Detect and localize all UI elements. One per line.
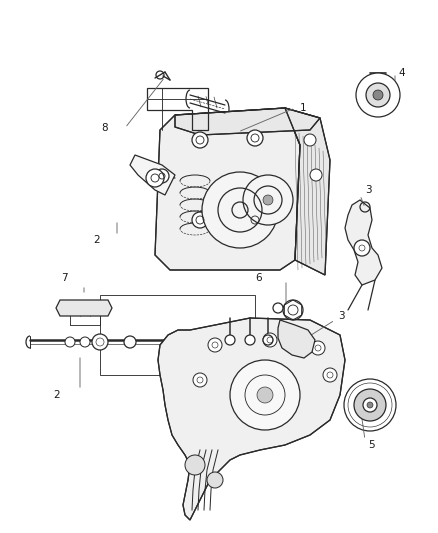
Circle shape	[323, 368, 337, 382]
Circle shape	[366, 83, 390, 107]
Circle shape	[257, 387, 273, 403]
Circle shape	[344, 379, 396, 431]
Polygon shape	[285, 108, 330, 275]
Text: 3: 3	[338, 311, 345, 321]
Circle shape	[193, 373, 207, 387]
Polygon shape	[155, 108, 300, 270]
Text: 2: 2	[53, 390, 60, 400]
Circle shape	[311, 341, 325, 355]
Circle shape	[363, 398, 377, 412]
Circle shape	[354, 389, 386, 421]
Polygon shape	[158, 318, 345, 520]
Text: 5: 5	[368, 440, 374, 450]
Circle shape	[65, 337, 75, 347]
Circle shape	[225, 335, 235, 345]
Text: 3: 3	[365, 185, 371, 195]
Text: 7: 7	[61, 273, 68, 283]
Circle shape	[263, 195, 273, 205]
Polygon shape	[130, 155, 175, 195]
Text: 8: 8	[101, 123, 108, 133]
Circle shape	[208, 338, 222, 352]
Circle shape	[146, 169, 164, 187]
Circle shape	[304, 134, 316, 146]
Circle shape	[202, 172, 278, 248]
Circle shape	[92, 334, 108, 350]
Circle shape	[230, 360, 300, 430]
Polygon shape	[345, 200, 382, 285]
Circle shape	[283, 300, 303, 320]
Text: 2: 2	[93, 235, 100, 245]
Bar	[100, 295, 255, 375]
Polygon shape	[56, 300, 112, 316]
Circle shape	[373, 90, 383, 100]
Circle shape	[310, 169, 322, 181]
Circle shape	[354, 240, 370, 256]
Circle shape	[273, 303, 283, 313]
Circle shape	[367, 402, 373, 408]
Circle shape	[192, 212, 208, 228]
Text: 6: 6	[255, 273, 262, 283]
Circle shape	[356, 73, 400, 117]
Circle shape	[245, 335, 255, 345]
Circle shape	[185, 455, 205, 475]
Circle shape	[124, 336, 136, 348]
Circle shape	[207, 472, 223, 488]
Circle shape	[263, 333, 277, 347]
Polygon shape	[278, 320, 315, 358]
Circle shape	[263, 335, 273, 345]
Circle shape	[243, 175, 293, 225]
Text: 4: 4	[398, 68, 405, 78]
Circle shape	[192, 132, 208, 148]
Circle shape	[247, 212, 263, 228]
Text: 1: 1	[300, 103, 307, 113]
Polygon shape	[175, 108, 320, 135]
Circle shape	[155, 169, 169, 183]
Circle shape	[80, 337, 90, 347]
Circle shape	[247, 130, 263, 146]
